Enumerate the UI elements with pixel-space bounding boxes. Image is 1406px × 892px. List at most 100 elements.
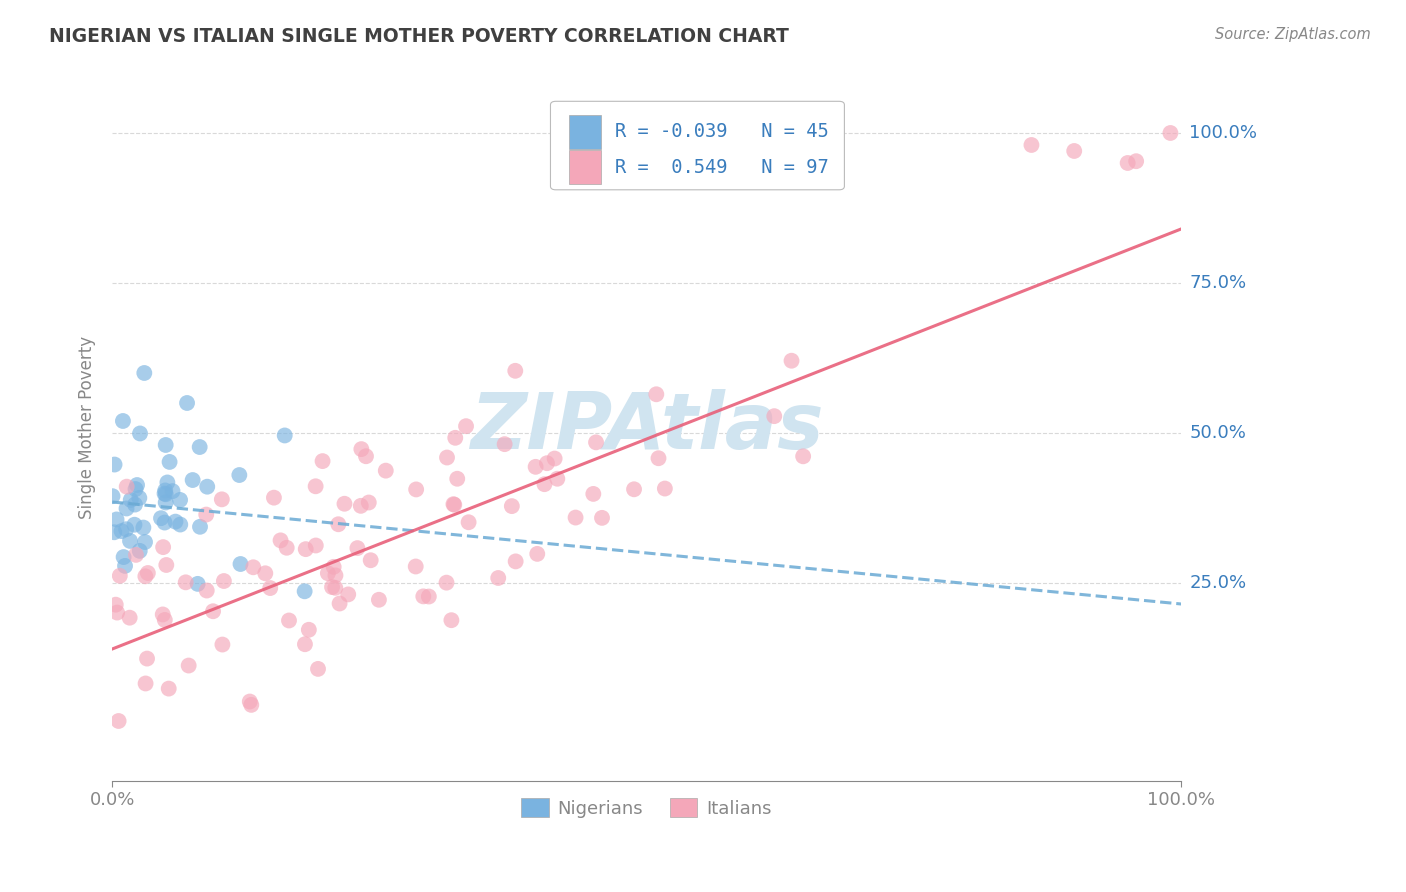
Point (316, 566, 339, 581)
Text: 50.0%: 50.0% (1189, 424, 1246, 442)
Point (536, 456, 558, 470)
Point (105, 512, 128, 526)
Point (337, 587, 360, 601)
Point (118, 533, 141, 548)
Point (486, 571, 509, 585)
Point (114, 558, 136, 573)
Point (155, 438, 177, 452)
Point (1063, 144, 1085, 158)
Point (294, 637, 316, 651)
Point (360, 553, 382, 567)
Point (501, 499, 523, 513)
Point (153, 516, 176, 530)
Point (441, 497, 464, 511)
Point (157, 681, 180, 696)
Point (188, 520, 211, 534)
Point (263, 491, 285, 505)
Point (108, 569, 131, 583)
Text: R =  0.549   N = 97: R = 0.549 N = 97 (614, 158, 828, 177)
Point (174, 575, 197, 590)
Point (328, 517, 350, 532)
Point (103, 458, 125, 472)
Point (322, 559, 344, 574)
Point (524, 459, 547, 474)
Point (125, 478, 148, 492)
Point (585, 435, 607, 450)
Point (228, 468, 250, 483)
Text: 75.0%: 75.0% (1189, 274, 1247, 292)
Point (134, 569, 156, 583)
Point (763, 409, 786, 424)
Point (152, 540, 174, 554)
Point (104, 598, 127, 612)
Point (440, 613, 463, 627)
Text: NIGERIAN VS ITALIAN SINGLE MOTHER POVERTY CORRELATION CHART: NIGERIAN VS ITALIAN SINGLE MOTHER POVERT… (49, 27, 789, 45)
Point (294, 584, 316, 599)
Point (125, 548, 148, 562)
Point (418, 590, 440, 604)
Point (526, 547, 548, 561)
Point (103, 525, 125, 540)
Point (543, 451, 565, 466)
Point (112, 549, 135, 564)
Text: Source: ZipAtlas.com: Source: ZipAtlas.com (1215, 27, 1371, 42)
Point (101, 489, 124, 503)
Point (177, 658, 200, 673)
Point (546, 472, 568, 486)
Point (270, 533, 292, 548)
FancyBboxPatch shape (568, 115, 600, 149)
Point (156, 475, 179, 490)
Point (136, 566, 159, 580)
Point (298, 623, 321, 637)
Point (152, 607, 174, 622)
Point (136, 651, 159, 665)
Point (195, 508, 218, 522)
Point (276, 541, 298, 555)
Point (446, 472, 468, 486)
Point (188, 440, 211, 454)
FancyBboxPatch shape (551, 102, 845, 190)
Point (128, 491, 150, 505)
Point (780, 353, 803, 368)
Legend: Nigerians, Italians: Nigerians, Italians (515, 791, 779, 825)
Point (169, 492, 191, 507)
Point (311, 454, 333, 468)
Point (120, 492, 142, 507)
Point (229, 557, 252, 571)
Text: ZIPAtlas: ZIPAtlas (470, 389, 824, 465)
Point (132, 520, 155, 534)
Point (155, 483, 177, 498)
Point (124, 482, 146, 496)
Point (254, 566, 277, 581)
Point (1116, 156, 1139, 170)
Point (278, 614, 301, 628)
Point (128, 544, 150, 558)
Point (305, 539, 328, 553)
Point (533, 477, 555, 491)
Point (124, 498, 146, 512)
Point (176, 396, 198, 410)
Point (294, 542, 316, 557)
Point (115, 480, 138, 494)
Point (505, 554, 527, 568)
Point (155, 487, 177, 501)
Point (792, 450, 814, 464)
Point (457, 515, 479, 529)
Point (181, 473, 204, 487)
Point (107, 714, 129, 728)
Point (165, 515, 187, 529)
Point (195, 583, 218, 598)
Point (111, 414, 134, 428)
Point (118, 610, 141, 624)
Point (321, 580, 343, 594)
Point (212, 574, 235, 588)
Point (405, 559, 427, 574)
Y-axis label: Single Mother Poverty: Single Mother Poverty (79, 335, 96, 518)
Point (329, 597, 352, 611)
Point (654, 482, 676, 496)
Point (134, 535, 156, 549)
Point (333, 497, 356, 511)
Point (155, 558, 177, 572)
Point (195, 480, 218, 494)
Point (110, 524, 132, 538)
